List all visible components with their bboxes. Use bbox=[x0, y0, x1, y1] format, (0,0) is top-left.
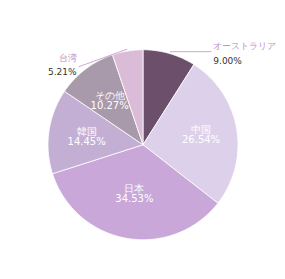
svg-text:日本34.53%: 日本34.53% bbox=[115, 183, 153, 204]
svg-text:中国26.54%: 中国26.54% bbox=[182, 124, 220, 145]
svg-text:オーストラリア: オーストラリア bbox=[213, 41, 276, 51]
svg-text:9.00%: 9.00% bbox=[213, 56, 242, 66]
svg-text:その他10.27%: その他10.27% bbox=[91, 90, 129, 111]
svg-text:5.21%: 5.21% bbox=[48, 67, 77, 77]
svg-text:韓国14.45%: 韓国14.45% bbox=[68, 126, 106, 147]
svg-text:台湾: 台湾 bbox=[59, 53, 77, 63]
